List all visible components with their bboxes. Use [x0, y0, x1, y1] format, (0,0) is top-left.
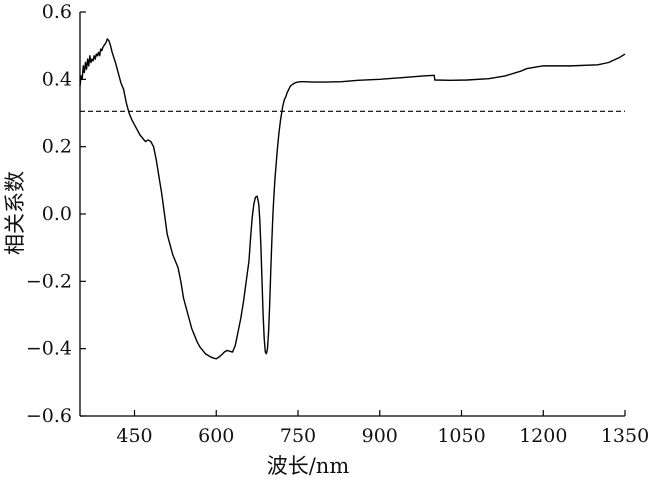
- y-axis-title: 相关系数: [3, 171, 27, 255]
- axes-layer: [79, 12, 625, 417]
- x-tick-label: 1050: [437, 425, 485, 447]
- x-axis-title: 波长/nm: [267, 454, 350, 478]
- x-tick-label: 750: [280, 425, 316, 447]
- ticks-layer: 450 600 750 900 1050 1200 1350 0.6 0.4 0.2 0.0 −0.2…: [26, 1, 649, 447]
- y-tick-label: 0.2: [42, 136, 72, 158]
- y-tick-label: −0.6: [26, 405, 72, 427]
- y-tick-label: −0.2: [26, 270, 72, 292]
- x-tick-label: 600: [198, 425, 234, 447]
- x-tick-label: 1350: [601, 425, 649, 447]
- y-tick-label: 0.6: [42, 1, 72, 23]
- y-tick-label: 0.0: [42, 203, 72, 225]
- correlation-series-line: [79, 38, 626, 360]
- series-layer: [79, 38, 626, 360]
- y-tick-label: 0.4: [42, 68, 72, 90]
- x-tick-label: 900: [362, 425, 398, 447]
- x-tick-label: 450: [116, 425, 152, 447]
- y-tick-label: −0.4: [26, 338, 72, 360]
- x-tick-label: 1200: [519, 425, 567, 447]
